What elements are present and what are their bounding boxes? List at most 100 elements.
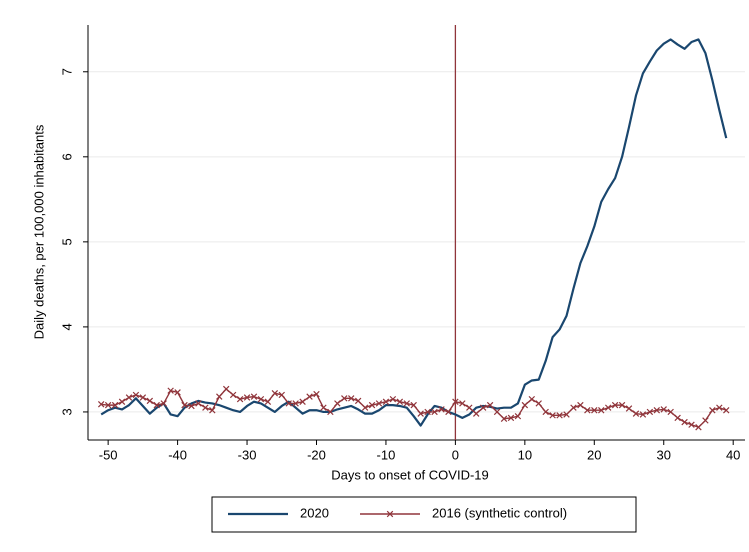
marker bbox=[410, 401, 417, 409]
marker bbox=[431, 408, 438, 416]
marker bbox=[271, 390, 279, 397]
y-tick-label: 6 bbox=[59, 153, 74, 160]
marker bbox=[438, 406, 445, 413]
marker bbox=[674, 414, 681, 422]
marker bbox=[313, 390, 320, 398]
x-tick-label: 30 bbox=[657, 447, 671, 462]
marker bbox=[174, 389, 181, 396]
marker bbox=[327, 408, 334, 416]
marker bbox=[382, 398, 390, 405]
marker bbox=[653, 407, 661, 414]
marker bbox=[445, 408, 452, 416]
marker bbox=[257, 395, 265, 403]
marker bbox=[188, 402, 195, 410]
marker bbox=[417, 410, 424, 417]
marker bbox=[604, 404, 612, 411]
marker bbox=[577, 401, 584, 409]
marker bbox=[111, 401, 119, 409]
marker bbox=[723, 407, 730, 414]
marker bbox=[667, 408, 674, 416]
marker bbox=[264, 398, 272, 405]
marker bbox=[243, 394, 251, 401]
legend-label: 2016 (synthetic control) bbox=[432, 505, 567, 520]
marker bbox=[202, 404, 209, 411]
x-axis-label: Days to onset of COVID-19 bbox=[331, 467, 489, 482]
marker bbox=[646, 408, 654, 416]
marker bbox=[389, 395, 397, 403]
marker bbox=[598, 407, 605, 414]
marker bbox=[702, 417, 709, 424]
marker bbox=[688, 421, 695, 428]
marker bbox=[229, 391, 237, 399]
marker bbox=[660, 406, 667, 413]
marker bbox=[549, 412, 556, 419]
marker bbox=[500, 415, 508, 422]
marker bbox=[716, 404, 723, 411]
marker bbox=[514, 412, 522, 420]
marker bbox=[473, 410, 480, 417]
marker bbox=[591, 407, 598, 414]
y-axis-label: Daily deaths, per 100,000 inhabitants bbox=[31, 124, 46, 339]
marker bbox=[167, 387, 174, 394]
marker bbox=[639, 411, 647, 418]
marker bbox=[118, 398, 126, 405]
legend-label: 2020 bbox=[300, 505, 329, 520]
marker bbox=[195, 400, 202, 407]
marker bbox=[236, 395, 244, 403]
y-tick-label: 5 bbox=[59, 238, 74, 245]
marker bbox=[452, 398, 459, 405]
x-tick-label: -50 bbox=[99, 447, 118, 462]
marker bbox=[361, 404, 369, 411]
marker bbox=[153, 401, 160, 409]
marker bbox=[611, 401, 619, 409]
marker bbox=[542, 408, 549, 416]
marker bbox=[479, 404, 487, 411]
marker bbox=[375, 400, 383, 407]
marker bbox=[285, 400, 292, 407]
marker bbox=[216, 393, 223, 400]
marker bbox=[139, 394, 147, 401]
marker bbox=[386, 510, 394, 518]
x-tick-label: 20 bbox=[587, 447, 601, 462]
marker bbox=[570, 404, 577, 411]
marker bbox=[181, 401, 188, 409]
marker bbox=[521, 401, 529, 409]
y-tick-label: 4 bbox=[59, 323, 74, 330]
marker bbox=[459, 400, 466, 407]
marker bbox=[320, 404, 327, 411]
marker bbox=[354, 397, 362, 405]
marker bbox=[403, 400, 411, 407]
marker bbox=[209, 407, 216, 414]
marker bbox=[709, 407, 716, 414]
x-tick-label: 10 bbox=[518, 447, 532, 462]
marker bbox=[584, 407, 591, 414]
marker bbox=[528, 395, 536, 403]
marker bbox=[695, 424, 702, 431]
marker bbox=[556, 412, 563, 419]
marker bbox=[250, 393, 258, 400]
y-tick-label: 3 bbox=[59, 408, 74, 415]
x-tick-label: -20 bbox=[307, 447, 326, 462]
marker bbox=[396, 398, 404, 405]
marker bbox=[493, 408, 501, 416]
x-tick-label: -40 bbox=[168, 447, 187, 462]
marker bbox=[278, 391, 285, 399]
marker bbox=[368, 401, 376, 409]
marker bbox=[341, 395, 348, 402]
x-tick-label: 0 bbox=[452, 447, 459, 462]
marker bbox=[334, 400, 341, 407]
marker bbox=[125, 394, 133, 401]
series-line bbox=[100, 38, 728, 427]
marker bbox=[632, 410, 640, 417]
marker bbox=[625, 405, 633, 412]
marker bbox=[299, 398, 306, 405]
x-tick-label: -30 bbox=[238, 447, 257, 462]
marker bbox=[306, 393, 313, 400]
marker bbox=[486, 401, 494, 409]
marker bbox=[146, 397, 154, 405]
marker bbox=[507, 414, 515, 422]
marker bbox=[132, 391, 140, 399]
y-tick-label: 7 bbox=[59, 68, 74, 75]
marker bbox=[535, 400, 542, 407]
